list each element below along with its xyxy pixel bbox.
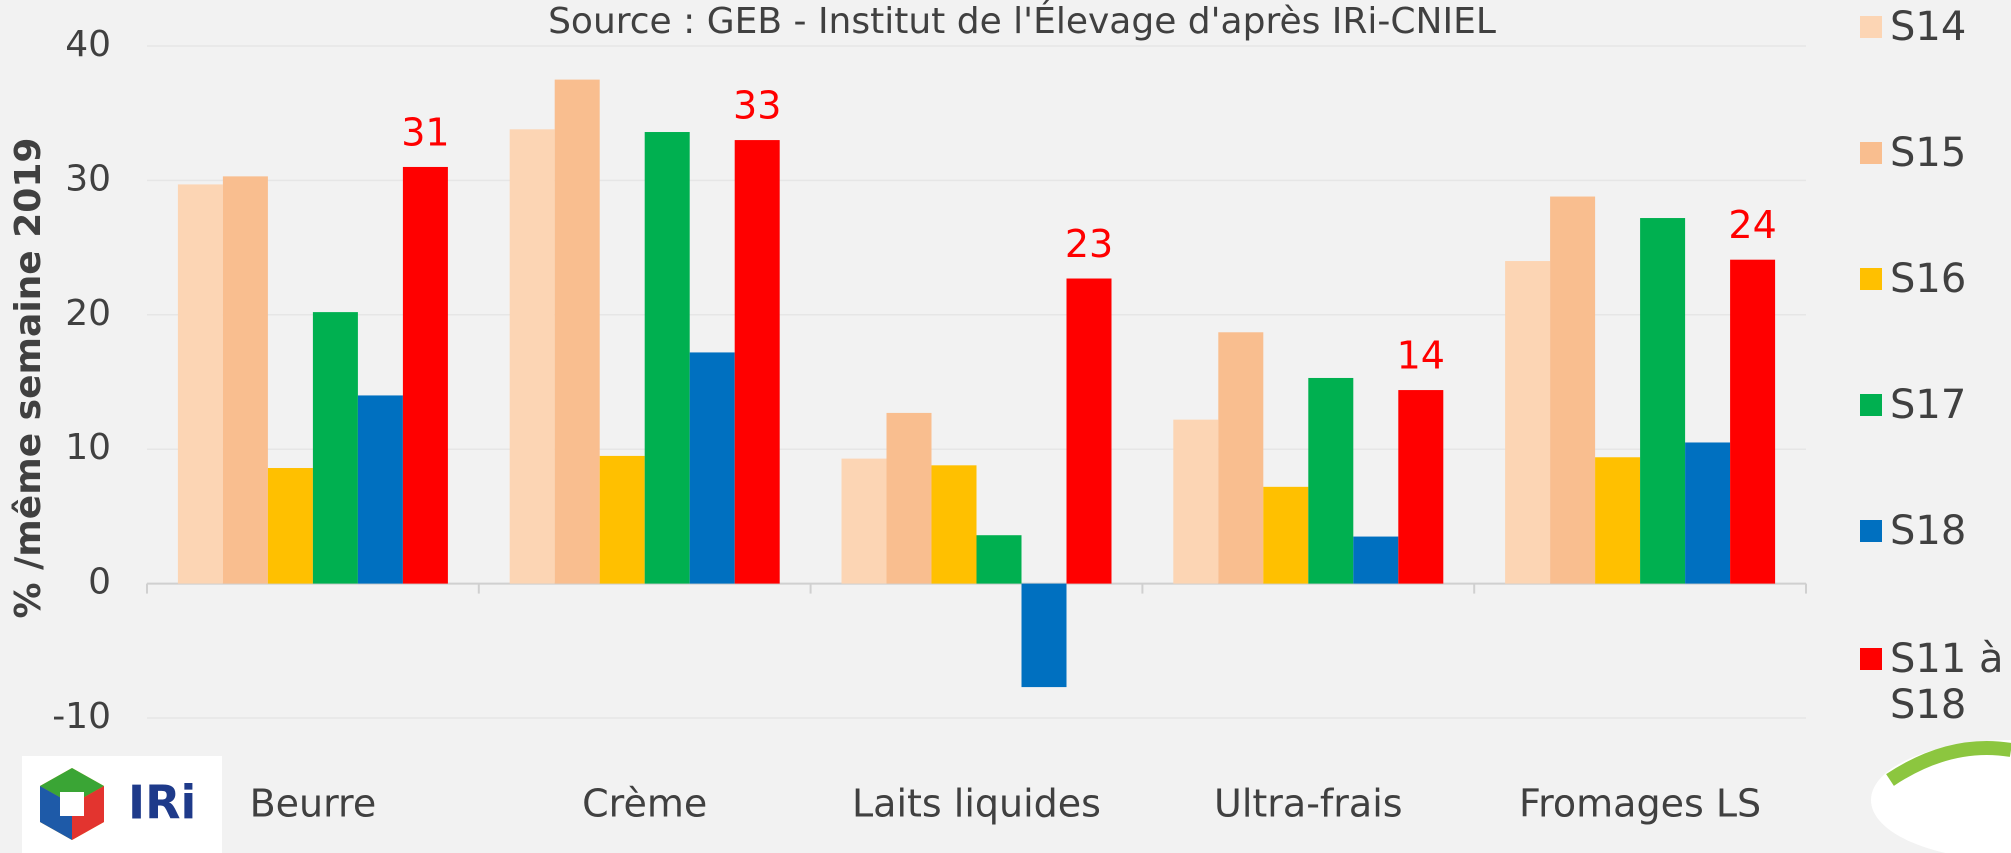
bar	[357, 395, 403, 584]
x-tick-label: Fromages LS	[1519, 782, 1761, 826]
y-tick-label: 40	[65, 24, 111, 65]
bar	[1640, 218, 1686, 584]
legend-item: S14	[1860, 4, 2008, 50]
bar	[689, 352, 735, 584]
bar	[1263, 486, 1309, 584]
bar	[1066, 278, 1112, 584]
bar	[644, 132, 690, 584]
bar	[402, 166, 448, 584]
legend-swatch	[1860, 142, 1882, 164]
bar	[599, 455, 645, 584]
legend-label: S14	[1890, 4, 1967, 50]
y-axis-label: % /même semaine 2019	[8, 138, 49, 619]
bar	[886, 412, 932, 584]
bar	[1550, 196, 1596, 584]
bar	[931, 465, 977, 584]
legend-label: S15	[1890, 130, 1967, 176]
bar	[1398, 390, 1444, 584]
legend-label: S18	[1890, 508, 1967, 554]
chart-subtitle: Source : GEB - Institut de l'Élevage d'a…	[548, 0, 1496, 42]
bar	[177, 184, 223, 584]
legend-swatch	[1860, 648, 1882, 670]
bar	[1353, 536, 1399, 584]
bar	[1595, 457, 1641, 584]
legend-swatch	[1860, 16, 1882, 38]
legend-item: S16	[1860, 256, 2008, 302]
bar	[1685, 442, 1731, 584]
x-tick-label: Laits liquides	[852, 782, 1101, 826]
bar	[1730, 259, 1776, 584]
bar	[554, 79, 600, 584]
bar	[1308, 377, 1354, 584]
data-label: 31	[401, 110, 449, 154]
legend-label: S17	[1890, 382, 1967, 428]
bar	[312, 312, 358, 584]
idele-logo	[1871, 740, 2011, 853]
x-tick-label: Beurre	[250, 782, 377, 826]
legend-item: S11 à S18	[1860, 636, 2008, 728]
y-tick-label: 30	[65, 158, 111, 199]
legend-item: S15	[1860, 130, 2008, 176]
bar	[509, 129, 555, 584]
logo-text: IRi	[128, 776, 196, 830]
bar	[1218, 332, 1264, 584]
bar	[1505, 261, 1551, 584]
data-label: 33	[733, 84, 781, 128]
data-label: 14	[1397, 334, 1445, 378]
bar	[976, 535, 1022, 584]
y-tick-label: 10	[65, 427, 111, 468]
legend-swatch	[1860, 268, 1882, 290]
data-label: 24	[1728, 203, 1776, 247]
bar	[1173, 419, 1219, 584]
legend-swatch	[1860, 394, 1882, 416]
data-label: 23	[1065, 222, 1113, 266]
iri-logo: IRi	[22, 756, 222, 853]
x-tick-label: Crème	[582, 782, 707, 826]
legend-item: S17	[1860, 382, 2008, 428]
bar	[734, 140, 780, 584]
bar	[841, 458, 887, 584]
x-tick-label: Ultra-frais	[1214, 782, 1403, 826]
bar	[267, 468, 313, 584]
y-tick-label: -10	[52, 696, 111, 737]
legend-label: S16	[1890, 256, 1967, 302]
legend-item: S18	[1860, 508, 2008, 554]
legend-swatch	[1860, 520, 1882, 542]
y-tick-label: 20	[65, 293, 111, 334]
bar	[1021, 583, 1067, 688]
y-tick-label: 0	[88, 562, 111, 603]
legend-label: S11 à S18	[1890, 636, 2004, 728]
bar	[222, 176, 268, 584]
